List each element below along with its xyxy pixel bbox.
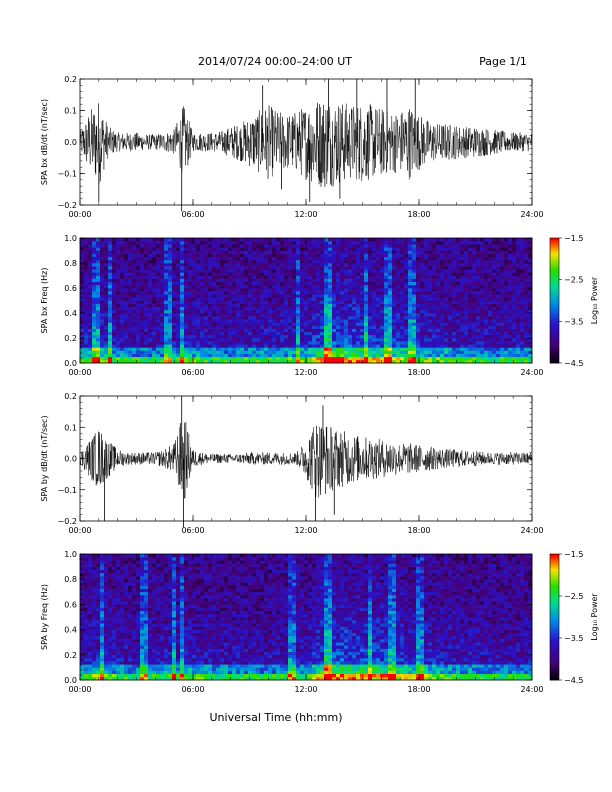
x-tick-label: 12:00 [294,685,317,694]
y-axis-label: SPA by dB/dt (nT/sec) [40,415,49,501]
x-tick-label: 00:00 [68,368,91,377]
y-tick-label: 0.8 [64,259,77,268]
y-axis: −0.2 −0.1 0.0 0.1 0.2 SPA by dB/dt (nT/sec) [40,392,532,526]
y-tick-label: 0.4 [64,626,77,635]
y-tick-label: 0.0 [64,359,77,368]
x-axis: 00:00 06:00 12:00 18:00 24:00 [68,554,544,694]
y-tick-label: 0.1 [64,107,77,116]
waveform-trace [79,79,533,212]
waveform-trace [79,396,533,528]
y-axis-label: SPA bx Freq (Hz) [40,268,49,334]
x-axis: 00:00 06:00 12:00 18:00 24:00 [68,79,544,219]
x-tick-label: 00:00 [68,685,91,694]
colorbar-tick-label: −2.5 [564,592,583,601]
x-tick-label: 12:00 [294,368,317,377]
colorbar-label: Log₁₀ Power [590,593,599,641]
x-tick-label: 06:00 [181,526,204,535]
x-tick-label: 24:00 [520,368,543,377]
x-tick-label: 24:00 [520,685,543,694]
colorbar-tick-label: −3.5 [564,634,583,643]
colorbar: −1.5 −2.5 −3.5 −4.5 Log₁₀ Power [549,550,599,685]
y-axis-label: SPA bx dB/dt (nT/sec) [40,99,49,185]
y-axis: −0.2 −0.1 0.0 0.1 0.2 SPA bx dB/dt (nT/sec) [40,75,532,210]
spectrogram-image [80,554,533,681]
y-tick-label: 0.6 [64,600,77,609]
x-tick-label: 18:00 [407,685,430,694]
y-tick-label: 0.2 [64,392,77,401]
x-tick-label: 18:00 [407,210,430,219]
y-tick-label: 1.0 [64,234,77,243]
y-tick-label: −0.1 [58,486,77,495]
y-tick-label: 1.0 [64,550,77,559]
y-tick-label: 0.8 [64,575,77,584]
colorbar-tick-label: −2.5 [564,276,583,285]
y-axis-label: SPA by Freq (Hz) [40,584,49,650]
y-tick-label: 0.1 [64,423,77,432]
colorbar-tick-label: −1.5 [564,550,583,559]
colorbar-tick-label: −3.5 [564,317,583,326]
colorbar-tick-label: −4.5 [564,676,583,685]
x-tick-label: 00:00 [68,210,91,219]
page-title: 2014/07/24 00:00–24:00 UT [198,55,352,68]
x-tick-label: 18:00 [407,368,430,377]
page-number: Page 1/1 [479,55,527,68]
x-tick-label: 06:00 [181,210,204,219]
x-tick-label: 12:00 [294,210,317,219]
colorbar-frame [549,237,560,364]
y-tick-label: 0.6 [64,284,77,293]
x-tick-label: 06:00 [181,368,204,377]
y-tick-label: 0.2 [64,75,77,84]
panel-3: −0.2 −0.1 0.0 0.1 0.2 SPA by dB/dt (nT/sec) 00… [40,392,544,535]
spectrogram-image [80,238,533,364]
y-tick-label: −0.1 [58,170,77,179]
y-tick-label: 0.0 [64,676,77,685]
panel-1: −0.2 −0.1 0.0 0.1 0.2 SPA bx dB/dt (nT/sec) 00… [40,75,544,219]
y-tick-label: 0.2 [64,334,77,343]
x-tick-label: 12:00 [294,526,317,535]
waveform-line [79,102,533,187]
colorbar-frame [549,553,560,681]
y-tick-label: −0.2 [58,201,77,210]
x-tick-label: 06:00 [181,685,204,694]
y-tick-label: 0.2 [64,651,77,660]
x-axis-title: Universal Time (hh:mm) [210,711,343,724]
colorbar-tick-label: −1.5 [564,234,583,243]
y-tick-label: 0.0 [64,138,77,147]
y-axis: 0.0 0.2 0.4 0.6 0.8 1.0 SPA bx Freq (Hz) [40,234,532,368]
x-tick-label: 24:00 [520,210,543,219]
y-tick-label: 0.4 [64,309,77,318]
x-tick-label: 24:00 [520,526,543,535]
x-tick-label: 00:00 [68,526,91,535]
x-axis: 00:00 06:00 12:00 18:00 24:00 [68,238,544,377]
panels-group: −0.2 −0.1 0.0 0.1 0.2 SPA bx dB/dt (nT/sec) 00… [40,75,599,694]
y-tick-label: 0.0 [64,455,77,464]
x-tick-label: 18:00 [407,526,430,535]
y-axis: 0.0 0.2 0.4 0.6 0.8 1.0 SPA by Freq (Hz) [40,550,532,685]
colorbar-tick-label: −4.5 [564,359,583,368]
x-axis: 00:00 06:00 12:00 18:00 24:00 [68,396,544,535]
y-tick-label: −0.2 [58,517,77,526]
waveform-line [79,422,533,499]
colorbar-label: Log₁₀ Power [590,276,599,324]
colorbar: −1.5 −2.5 −3.5 −4.5 Log₁₀ Power [549,234,599,368]
